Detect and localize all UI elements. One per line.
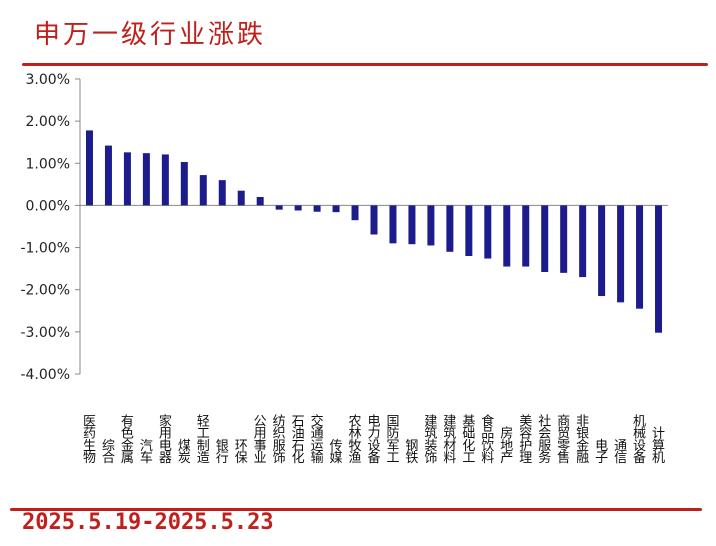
x-axis-labels: 医药生物综合有色金属汽车家用电器煤炭轻工制造银行环保公用事业纺织服饰石油石化交通…	[83, 413, 665, 466]
bar	[598, 205, 606, 297]
y-axis: 3.00% 2.00% 1.00% 0.00% -1.00% -2.00% -3.00% -4…	[20, 72, 668, 383]
bar	[541, 205, 549, 273]
x-tick-label: 电子	[595, 439, 608, 466]
page-title: 申万一级行业涨跌	[34, 20, 267, 50]
x-tick-label: 商贸零售	[557, 414, 570, 466]
bar	[332, 205, 340, 213]
bars	[85, 130, 663, 333]
x-tick-label: 社会服务	[538, 413, 551, 466]
x-tick-label: 汽车	[140, 439, 153, 466]
y-tick-label: -4.00%	[20, 367, 70, 383]
x-tick-label: 银行	[216, 439, 229, 466]
x-tick-label: 纺织服饰	[273, 414, 286, 466]
bar	[199, 175, 207, 206]
x-tick-label: 交通运输	[311, 413, 324, 466]
bar	[104, 145, 112, 206]
bar	[522, 205, 530, 267]
x-tick-label: 钢铁	[405, 439, 418, 466]
bar	[655, 205, 663, 333]
x-tick-label: 建筑装饰	[424, 414, 437, 466]
bar	[313, 205, 321, 212]
bar	[123, 152, 131, 206]
bar	[389, 205, 397, 244]
bar	[351, 205, 359, 221]
bar	[408, 205, 416, 245]
bar	[256, 197, 264, 206]
y-tick-label: 1.00%	[26, 156, 70, 172]
y-tick-label: 0.00%	[26, 198, 70, 214]
x-tick-label: 电力设备	[367, 414, 380, 466]
x-tick-label: 有色金属	[121, 414, 134, 466]
x-tick-label: 非银金融	[576, 414, 589, 466]
x-tick-label: 煤炭	[178, 439, 191, 466]
x-tick-label: 传媒	[330, 439, 343, 466]
bar	[465, 205, 473, 256]
bar	[161, 154, 169, 206]
y-tick-label: 2.00%	[26, 114, 70, 130]
x-tick-label: 公用事业	[254, 414, 267, 466]
x-tick-label: 轻工制造	[197, 414, 210, 466]
bar	[503, 205, 511, 267]
bar	[636, 205, 644, 309]
bar	[294, 205, 302, 211]
x-tick-label: 房地产	[500, 426, 513, 466]
bar	[617, 205, 625, 303]
y-tick-label: -3.00%	[20, 325, 70, 341]
bar	[218, 180, 226, 206]
x-tick-label: 家用电器	[159, 413, 172, 466]
footer-line	[10, 508, 702, 511]
x-tick-label: 通信	[614, 439, 627, 466]
bar	[237, 190, 245, 206]
bar	[484, 205, 492, 259]
title-underline	[22, 63, 708, 66]
x-tick-label: 医药生物	[83, 414, 96, 466]
bar	[579, 205, 587, 278]
bar	[560, 205, 568, 273]
x-tick-label: 食品饮料	[481, 413, 494, 466]
x-tick-label: 石油石化	[292, 414, 305, 466]
bar	[446, 205, 454, 252]
y-tick-label: -2.00%	[20, 283, 70, 299]
x-tick-label: 基础化工	[462, 414, 475, 466]
x-tick-label: 综合	[102, 439, 115, 466]
bar	[427, 205, 435, 246]
y-tick-label: -1.00%	[20, 241, 70, 257]
x-tick-label: 建筑材料	[443, 414, 456, 466]
x-tick-label: 环保	[235, 439, 248, 466]
date-range: 2025.5.19-2025.5.23	[22, 510, 274, 535]
x-tick-label: 计算机	[652, 427, 665, 466]
bar	[370, 205, 378, 235]
bar	[85, 130, 93, 206]
bar	[275, 205, 283, 210]
y-tick-label: 3.00%	[26, 72, 70, 88]
x-tick-label: 农林牧渔	[349, 414, 362, 466]
bar	[180, 162, 188, 206]
x-tick-label: 美容护理	[519, 414, 532, 466]
bar	[142, 153, 150, 206]
x-tick-label: 机械设备	[633, 414, 646, 466]
x-tick-label: 国防军工	[386, 414, 399, 466]
